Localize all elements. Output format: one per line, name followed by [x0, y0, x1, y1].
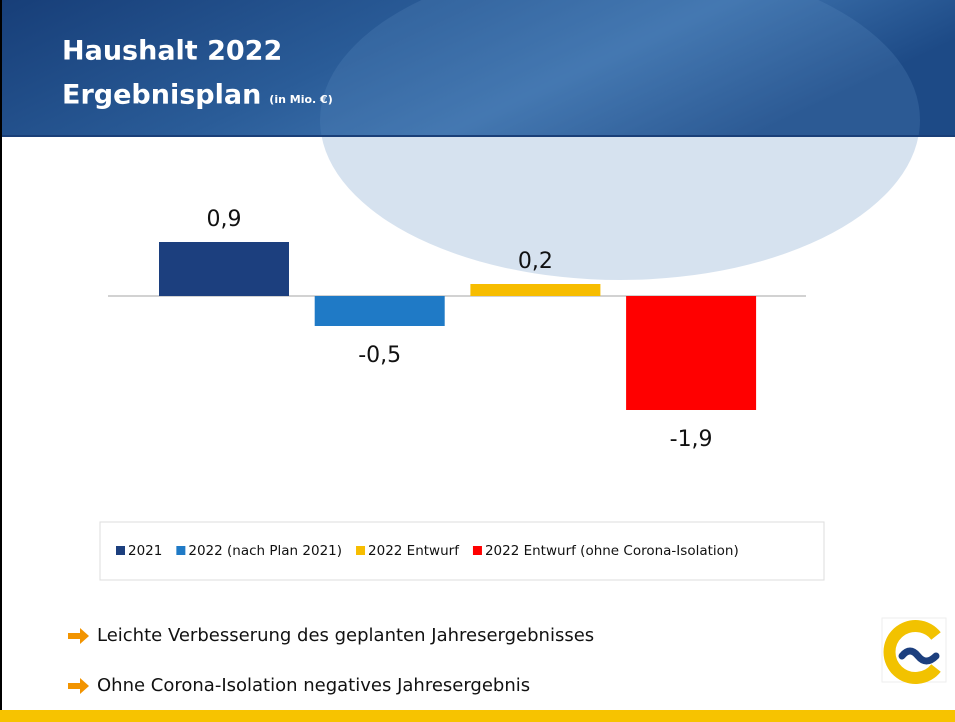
legend-swatch [116, 546, 125, 555]
logo [882, 618, 946, 682]
legend-swatch [176, 546, 185, 555]
bar [626, 296, 756, 410]
legend-label: 2022 Entwurf [368, 543, 460, 559]
bullet-text: Leichte Verbesserung des geplanten Jahre… [97, 625, 594, 646]
slide: Haushalt 2022 Ergebnisplan (in Mio. €) L… [0, 0, 955, 722]
data-label: 0,9 [207, 207, 242, 232]
legend-swatch [473, 546, 482, 555]
bar [470, 284, 600, 296]
unit-note: (in Mio. €) [269, 93, 332, 106]
legend-swatch [356, 546, 365, 555]
data-label: -0,5 [358, 343, 401, 368]
bar [159, 242, 289, 296]
data-label: 0,2 [518, 249, 553, 274]
legend-label: 2021 [128, 543, 162, 559]
bullet-text: Ohne Corona-Isolation negatives Jahreser… [97, 675, 530, 696]
footer-bar [0, 710, 955, 722]
legend-label: 2022 Entwurf (ohne Corona-Isolation) [485, 543, 739, 559]
subtitle: Ergebnisplan [62, 80, 261, 111]
data-label: -1,9 [670, 427, 713, 452]
title: Haushalt 2022 [62, 36, 282, 67]
legend-label: 2022 (nach Plan 2021) [188, 543, 342, 559]
bar [315, 296, 445, 326]
